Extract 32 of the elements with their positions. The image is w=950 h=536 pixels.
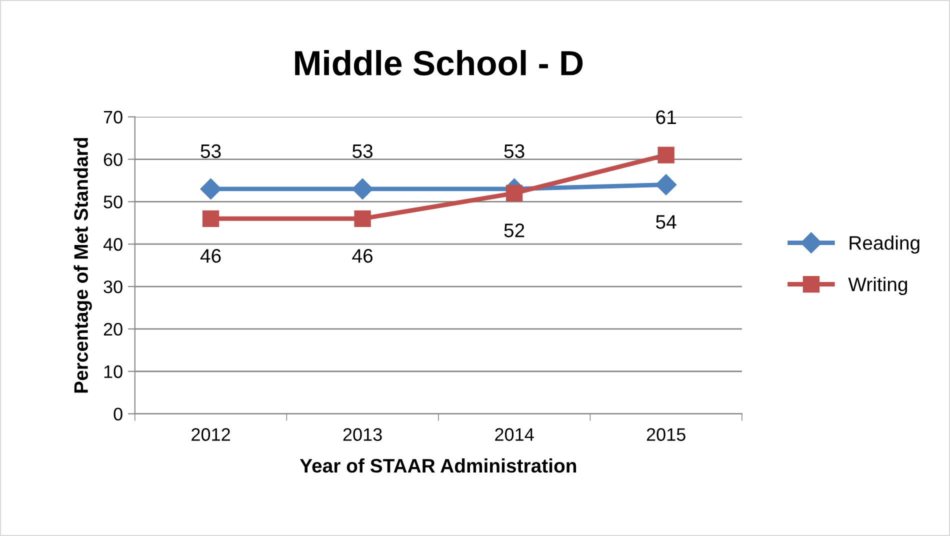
chart-title: Middle School - D <box>295 50 583 76</box>
legend-label: Reading <box>850 236 920 254</box>
y-tick-label: 40 <box>103 238 122 251</box>
data-label: 53 <box>504 144 524 158</box>
y-tick-label: 0 <box>114 408 122 421</box>
data-label: 54 <box>656 215 676 229</box>
point <box>656 174 677 196</box>
data-label: 53 <box>352 144 373 158</box>
y-tick-label: 60 <box>104 153 122 166</box>
data-label: 46 <box>200 248 221 263</box>
legend-label: Writing <box>848 276 908 296</box>
y-tick-label: 20 <box>104 322 122 336</box>
y-tick-label: 30 <box>104 280 122 294</box>
x-tick-label: 2015 <box>646 428 686 441</box>
data-label: 61 <box>656 110 676 124</box>
y-tick-label: 10 <box>104 365 122 378</box>
x-tick-label: 2014 <box>495 428 534 441</box>
point <box>202 210 220 227</box>
x-tick-label: 2012 <box>192 428 230 441</box>
data-label: 46 <box>352 248 373 263</box>
point <box>506 184 523 202</box>
point <box>658 146 674 164</box>
x-tick-label: 2013 <box>343 428 382 441</box>
data-label: 52 <box>504 224 524 238</box>
point <box>354 210 371 227</box>
point <box>200 178 222 200</box>
data-label: 53 <box>200 144 221 158</box>
point <box>352 178 374 200</box>
y-tick-label: 50 <box>104 196 122 208</box>
x-axis-title: Year of STAAR Administration <box>300 458 576 473</box>
y-tick-label: 70 <box>104 110 122 124</box>
y-axis-title: Percentage of Met Standard <box>74 138 92 393</box>
